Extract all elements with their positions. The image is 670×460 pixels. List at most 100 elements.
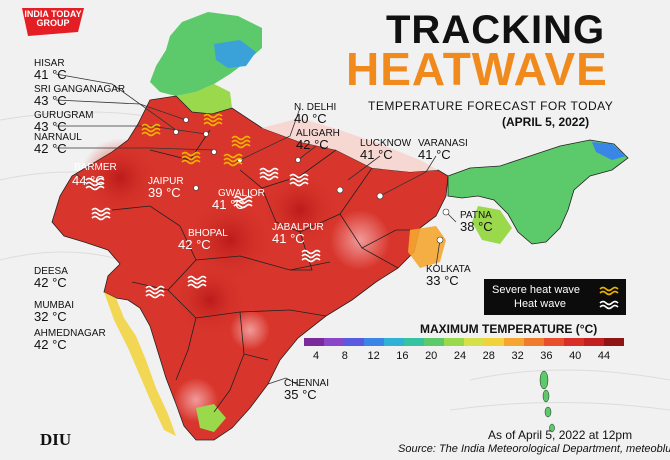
scale-tick-label: 32	[511, 350, 524, 362]
city-temp-barmer: 44 °C	[72, 174, 105, 187]
label-leader-lines	[55, 73, 457, 387]
scale-segment	[584, 338, 604, 346]
heatwave-marker	[145, 285, 165, 299]
scale-segment	[564, 338, 584, 346]
city-name-lucknow: LUCKNOW	[360, 138, 412, 149]
city-name-gurugram: GURUGRAM	[34, 110, 94, 121]
heatwave-marker	[85, 177, 105, 191]
temp-unit: °C	[308, 111, 327, 126]
legend-wave-icons	[599, 286, 619, 310]
city-temp-patna: 38 °C	[460, 220, 493, 233]
city-temp-bhopal: 42 °C	[178, 238, 211, 251]
temp-unit: °C	[310, 137, 329, 152]
temp-value: 42	[178, 237, 193, 252]
city-name-bhopal: BHOPAL	[188, 228, 228, 239]
scale-segment	[484, 338, 504, 346]
temp-value: 38	[460, 219, 475, 234]
city-name-jaipur: JAIPUR	[148, 176, 184, 187]
city-temp-aligarh: 42 °C	[296, 138, 329, 151]
scale-tick-label: 4	[312, 350, 320, 362]
severe-heatwave-marker	[141, 123, 161, 137]
temp-unit: °C	[48, 119, 67, 134]
temp-value: 43	[34, 93, 49, 108]
scale-segment	[504, 338, 524, 346]
region-arunachal-blue	[592, 142, 626, 160]
temp-value: 41	[360, 147, 375, 162]
severe-heatwave-marker	[223, 153, 243, 167]
temp-unit: °C	[86, 173, 105, 188]
city-temp-hisar: 41 °C	[34, 68, 67, 81]
india-today-logo: INDIA TODAY GROUP	[18, 6, 88, 40]
temp-value: 39	[148, 185, 163, 200]
scale-tick-label: 40	[569, 350, 582, 362]
scale-segment	[324, 338, 344, 346]
temp-value: 41	[34, 67, 49, 82]
scale-tick-label: 12	[367, 350, 380, 362]
temp-unit: °C	[162, 185, 181, 200]
city-temp-kolkata: 33 °C	[426, 274, 459, 287]
temp-value: 43	[34, 119, 49, 134]
city-temp-lucknow: 41 °C	[360, 148, 393, 161]
city-temp-varanasi: 41 °C	[418, 148, 451, 161]
temp-value: 33	[426, 273, 441, 288]
city-temp-sri-ganganagar: 43 °C	[34, 94, 67, 107]
city-name-mumbai: MUMBAI	[34, 300, 74, 311]
scale-title: MAXIMUM TEMPERATURE (°C)	[420, 322, 598, 336]
scale-segment	[424, 338, 444, 346]
temp-unit: °C	[192, 237, 211, 252]
severe-heatwave-marker	[181, 151, 201, 165]
city-name-hisar: HISAR	[34, 58, 65, 69]
region-south-tip	[196, 404, 226, 432]
city-name-chennai: CHENNAI	[284, 378, 330, 389]
city-name-patna: PATNA	[460, 210, 492, 221]
temp-value: 32	[34, 309, 49, 324]
scale-segment	[384, 338, 404, 346]
temp-unit: °C	[286, 231, 305, 246]
city-name-aligarh: ALIGARH	[296, 128, 340, 139]
temp-unit: °C	[48, 67, 67, 82]
city-temp-jaipur: 39 °C	[148, 186, 181, 199]
city-name-kolkata: KOLKATA	[426, 264, 471, 275]
region-northeast	[447, 139, 629, 245]
scale-tick-label: 36	[540, 350, 553, 362]
diu-logo: DIU	[40, 430, 72, 449]
heatwave-marker	[233, 195, 253, 209]
city-temp-mumbai: 32 °C	[34, 310, 67, 323]
state-boundaries	[111, 129, 410, 413]
subtitle: TEMPERATURE FORECAST FOR TODAY	[368, 99, 614, 113]
temp-value: 40	[294, 111, 309, 126]
city-name-deesa: DEESA	[34, 266, 68, 277]
title-heatwave: HEATWAVE	[346, 43, 608, 95]
heat-wave-icon	[599, 300, 619, 310]
legend-severe-label: Severe heat wave	[492, 284, 581, 296]
heatwave-marker	[91, 207, 111, 221]
forecast-date: (APRIL 5, 2022)	[502, 115, 590, 129]
city-name-n-delhi: N. DELHI	[294, 102, 337, 113]
temp-value: 41	[272, 231, 287, 246]
scale-tick-label: 8	[341, 350, 348, 362]
temp-unit: °C	[440, 273, 459, 288]
scale-tick-label: 24	[453, 350, 467, 362]
title-tracking: TRACKING	[386, 8, 606, 52]
region-bangladesh-gap	[472, 206, 512, 244]
scale-segment	[444, 338, 464, 346]
temp-unit: °C	[48, 141, 67, 156]
city-name-ahmednagar: AHMEDNAGAR	[34, 328, 106, 339]
logo-text: INDIA TODAY GROUP	[24, 9, 82, 28]
temp-unit: °C	[226, 197, 245, 212]
scale-segment	[464, 338, 484, 346]
temp-value: 42	[34, 275, 49, 290]
scale-segment	[604, 338, 624, 346]
region-himachal	[176, 84, 232, 114]
city-temp-deesa: 42 °C	[34, 276, 67, 289]
temp-unit: °C	[48, 93, 67, 108]
scale-segment	[404, 338, 424, 346]
heatwave-marker	[301, 249, 321, 263]
andaman-islands	[539, 370, 555, 433]
city-temp-gurugram: 43 °C	[34, 120, 67, 133]
temp-value: 42	[34, 141, 49, 156]
severe-wave-icon	[599, 286, 619, 296]
heatwave-marker	[259, 167, 279, 181]
city-name-narnaul: NARNAUL	[34, 132, 82, 143]
